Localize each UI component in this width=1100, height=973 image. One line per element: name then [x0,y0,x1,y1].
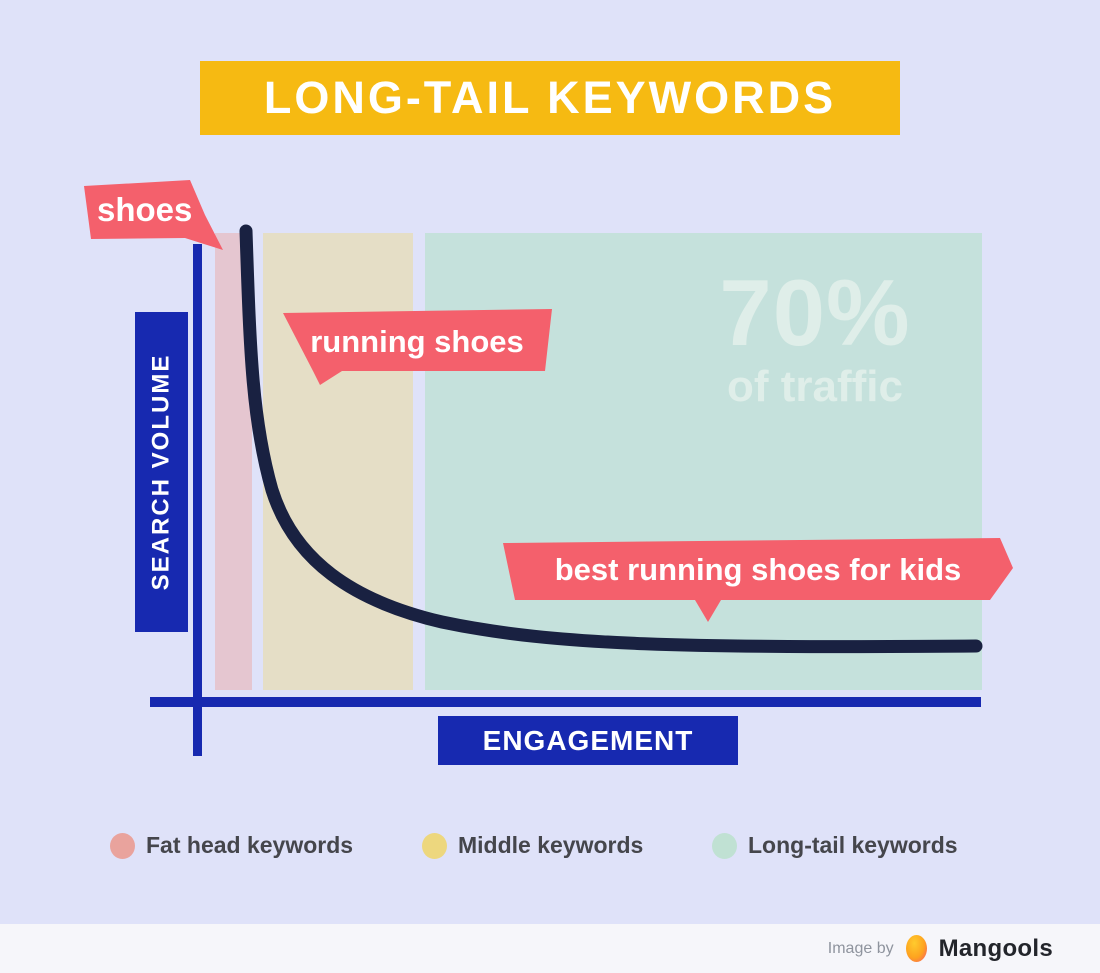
middle-zone [263,233,413,690]
long-tail-dot-icon [712,832,737,859]
title-banner: LONG-TAIL KEYWORDS [200,61,900,135]
callout-shoes-label: shoes [97,191,193,228]
callout-shoes: shoes [84,180,223,250]
middle-dot-icon [422,832,447,859]
legend-item-middle: Middle keywords [422,832,643,859]
traffic-note: 70% of traffic [685,266,945,409]
footer-credit-bar: Image by Mangools [0,924,1100,973]
x-axis-label: ENGAGEMENT [482,724,694,756]
y-axis-label: SEARCH VOLUME [147,353,175,591]
legend-label: Middle keywords [458,832,644,858]
fat-head-zone [215,233,252,690]
callout-kids-label: best running shoes for kids [554,552,962,587]
x-axis-label-box: ENGAGEMENT [438,716,738,765]
fat-head-dot-icon [110,832,135,859]
legend-label: Fat head keywords [146,832,354,858]
mango-icon [905,935,927,962]
x-axis-line [150,697,981,707]
legend-label: Long-tail keywords [748,832,958,858]
page-title: LONG-TAIL KEYWORDS [263,72,837,123]
traffic-caption: of traffic [727,362,903,411]
callout-running-shoes-label: running shoes [310,324,524,359]
brand-name: Mangools [938,934,1053,962]
y-axis-label-box: SEARCH VOLUME [135,312,188,632]
y-axis-line [193,244,202,756]
traffic-percent: 70% [719,260,911,365]
legend-item-fat-head: Fat head keywords [110,832,353,859]
legend-item-long-tail: Long-tail keywords [712,832,958,859]
credit-prefix: Image by [827,939,894,957]
